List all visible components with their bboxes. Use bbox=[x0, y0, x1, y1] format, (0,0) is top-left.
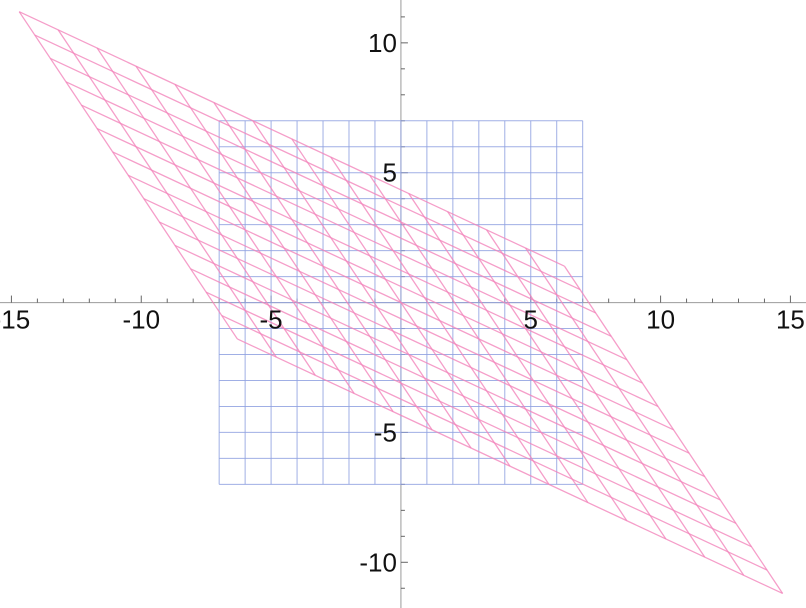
transformed-grid-line-shallow bbox=[205, 291, 752, 548]
transformed-grid-line-shallow bbox=[127, 174, 674, 431]
transformed-grid-line-shallow bbox=[18, 11, 565, 267]
transformed-grid-line-shallow bbox=[50, 57, 596, 314]
x-tick-label: 15 bbox=[776, 305, 805, 335]
transformed-grid-line-shallow bbox=[96, 127, 643, 384]
transformed-grid-line-steep bbox=[18, 11, 238, 340]
x-tick-label: 5 bbox=[524, 305, 538, 335]
x-tick-label: -5 bbox=[260, 305, 283, 335]
transformed-grid-line-shallow bbox=[221, 314, 768, 571]
x-tick-label: -15 bbox=[0, 305, 30, 335]
transformed-grid-line-shallow bbox=[237, 338, 783, 595]
transformed-grid bbox=[18, 11, 784, 595]
transformed-grid-line-shallow bbox=[190, 268, 737, 524]
x-tick-label: 10 bbox=[646, 305, 675, 335]
y-tick-label: 5 bbox=[382, 158, 396, 188]
y-tick-labels: -10 -5 5 10 bbox=[359, 28, 397, 577]
transformed-grid-line-shallow bbox=[174, 244, 721, 501]
x-tick-label: -10 bbox=[122, 305, 160, 335]
y-tick-label: 10 bbox=[368, 28, 397, 58]
transformed-grid-line-shallow bbox=[65, 81, 612, 337]
transformed-grid-line-steep bbox=[563, 265, 784, 594]
x-tick-labels: -15 -10 -5 5 10 15 bbox=[0, 305, 805, 335]
source-grid bbox=[218, 120, 584, 485]
transformed-grid-line-shallow bbox=[112, 151, 659, 408]
y-tick-label: -10 bbox=[359, 547, 397, 577]
y-tick-label: -5 bbox=[374, 417, 397, 447]
transformed-grid-line-shallow bbox=[81, 104, 628, 361]
transformed-grid-line-shallow bbox=[143, 198, 690, 454]
transformed-grid-line-shallow bbox=[159, 221, 706, 478]
transformed-grid-line-shallow bbox=[34, 34, 581, 291]
